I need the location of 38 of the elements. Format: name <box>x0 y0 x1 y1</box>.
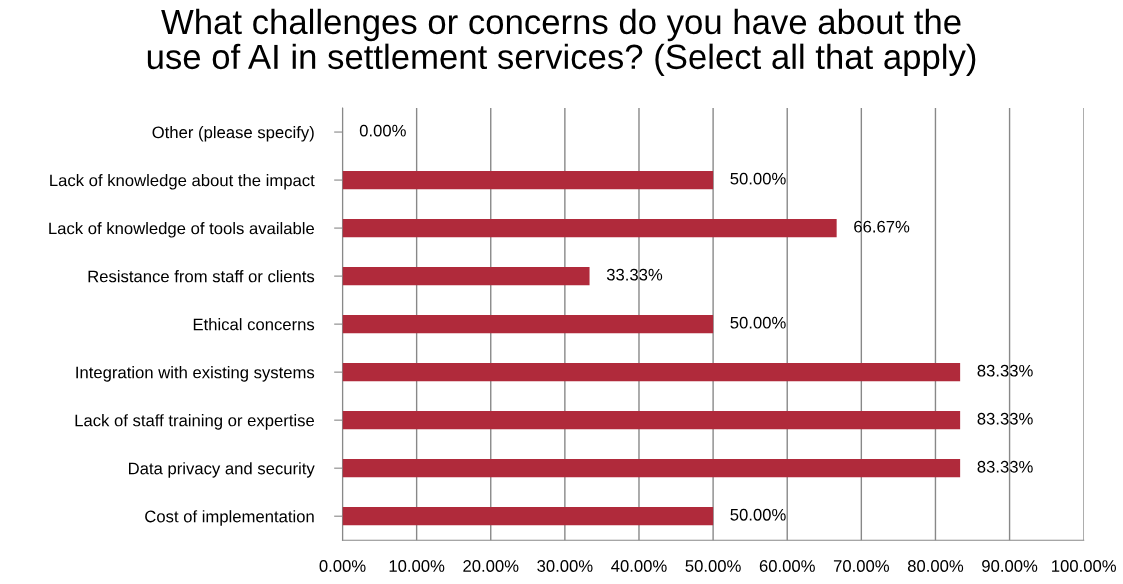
data-label: 0.00% <box>359 124 406 137</box>
bar <box>342 459 961 478</box>
data-label: 50.00% <box>730 316 786 329</box>
y-tick-label: Cost of implementation <box>145 510 314 526</box>
bar <box>342 363 961 382</box>
x-tick-label: 80.00% <box>907 560 964 572</box>
data-label: 66.67% <box>854 220 910 233</box>
bar <box>342 266 590 286</box>
x-tick-label: 70.00% <box>833 560 890 572</box>
y-tick-label: Lack of knowledge of tools available <box>49 222 315 238</box>
chart-title: What challenges or concerns do you have about the use of AI in settlement services? (Select all that apply) <box>147 8 976 77</box>
y-tick-label: Lack of knowledge about the impact <box>50 174 315 190</box>
y-tick-label: Ethical concerns <box>193 318 315 331</box>
x-tick-label: 0.00% <box>319 560 366 572</box>
x-tick-label: 40.00% <box>611 560 667 572</box>
bar <box>342 315 714 334</box>
x-tick-label: 50.00% <box>685 560 741 572</box>
x-tick-label: 60.00% <box>759 560 815 572</box>
x-tick-label: 30.00% <box>537 560 593 572</box>
bar <box>342 507 714 526</box>
data-label: 83.33% <box>977 460 1033 473</box>
data-label: 83.33% <box>977 412 1033 425</box>
data-label: 50.00% <box>730 172 786 185</box>
x-tick-label: 100.00% <box>1052 560 1116 572</box>
y-tick-label: Integration with existing systems <box>76 366 315 382</box>
x-tick-label: 90.00% <box>982 560 1038 572</box>
x-tick-label: 10.00% <box>389 560 445 572</box>
data-label: 33.33% <box>606 268 663 281</box>
y-tick-label: Lack of staff training or expertise <box>75 414 315 430</box>
bar <box>342 170 714 190</box>
y-tick-label: Resistance from staff or clients <box>88 270 315 283</box>
data-label: 50.00% <box>730 508 786 521</box>
bar <box>342 411 961 430</box>
y-tick-label: Data privacy and security <box>129 462 315 478</box>
y-tick-label: Other (please specify) <box>152 126 314 142</box>
x-tick-label: 20.00% <box>463 560 519 572</box>
data-label: 83.33% <box>977 364 1033 377</box>
bar <box>342 218 837 238</box>
